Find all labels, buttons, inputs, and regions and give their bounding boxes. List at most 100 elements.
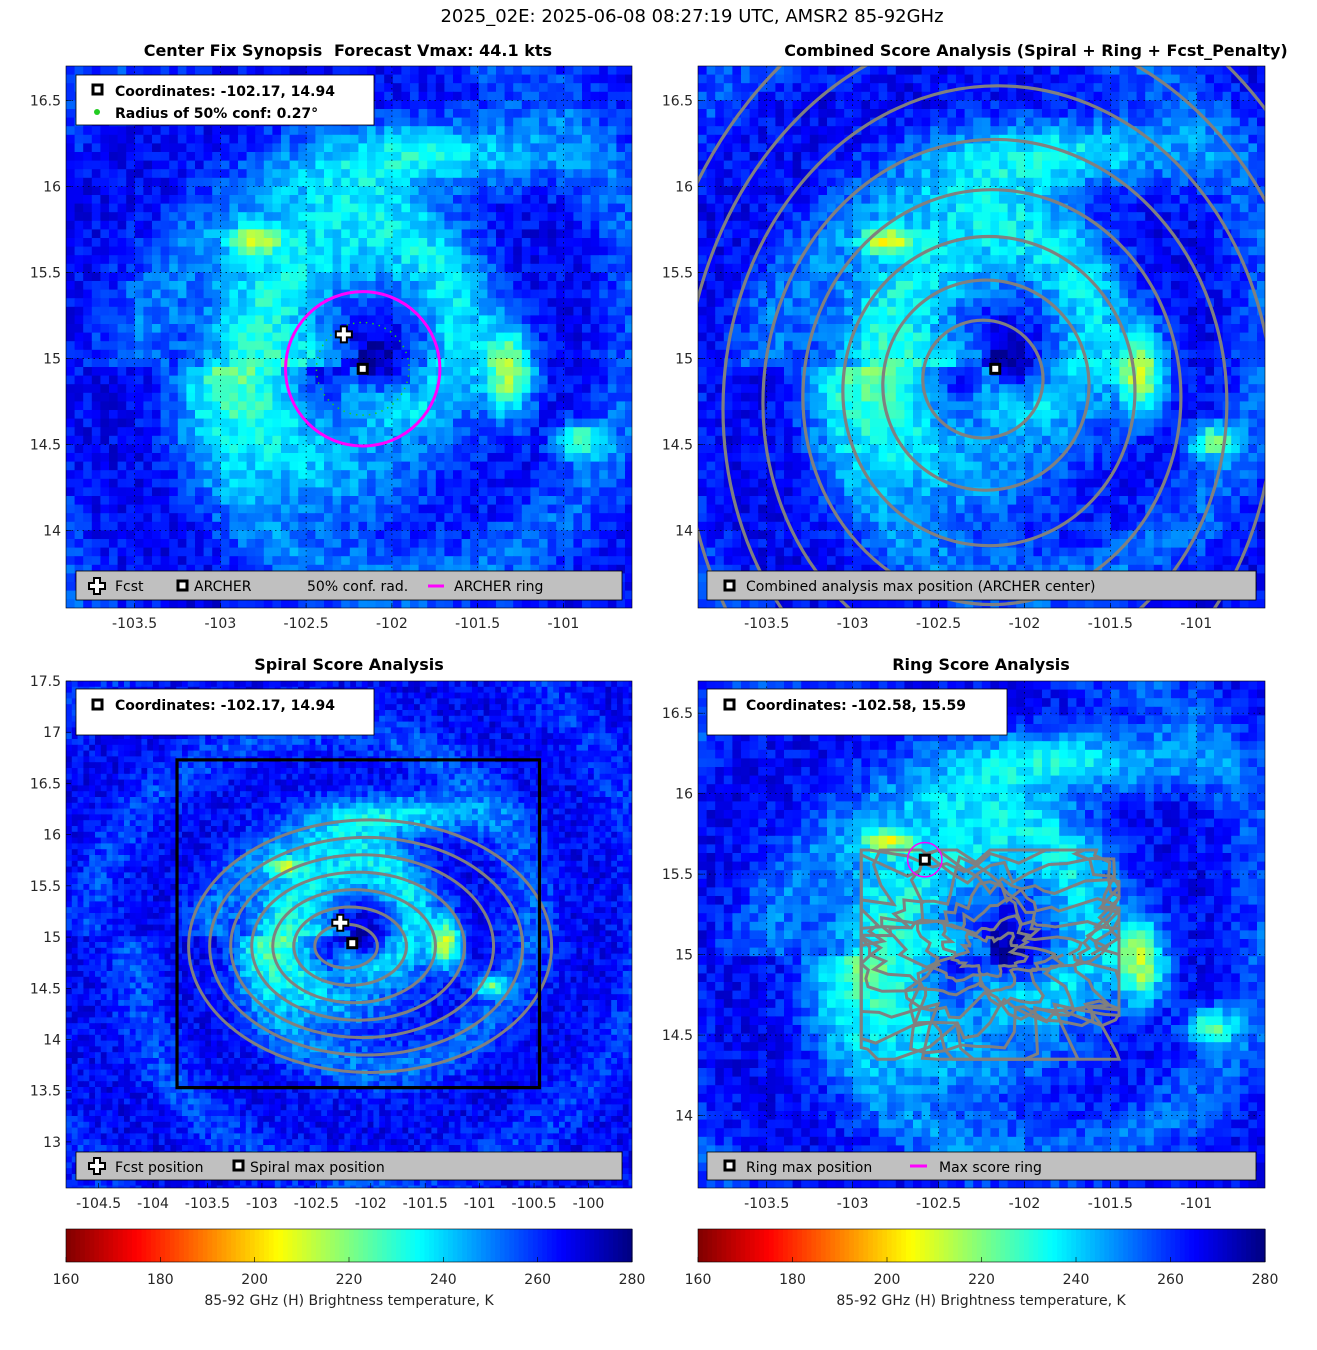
heat-cell [1119,126,1129,136]
heat-cell [177,470,187,480]
heat-cell [143,504,153,514]
heat-cell [444,255,454,265]
heat-cell [539,444,549,454]
heat-cell [427,384,437,394]
heat-cell [74,513,84,523]
heat-cell [83,341,93,351]
heat-cell [332,367,342,377]
heat-cell [212,289,222,299]
heat-cell [1145,66,1155,76]
fcst-marker [334,325,353,344]
heat-cell [117,186,127,196]
heat-cell [263,263,273,273]
heat-cell [83,461,93,471]
heat-cell [341,126,351,136]
heat-cell [272,530,282,540]
heat-cell [496,521,506,531]
heat-cell [263,229,273,239]
heat-cell [186,306,196,316]
heat-cell [590,367,600,377]
heat-cell [289,435,299,445]
heat-cell [887,74,897,84]
heat-cell [177,341,187,351]
heat-cell [392,530,402,540]
heat-cell [358,186,368,196]
heat-cell [384,341,394,351]
heat-cell [195,521,205,531]
heat-cell [607,392,617,402]
synopsis-title: Center Fix Synopsis [144,41,323,60]
heat-cell [263,195,273,205]
heat-cell [195,160,205,170]
heat-cell [83,169,93,179]
heat-cell [238,238,248,248]
heat-cell [220,246,230,256]
heat-cell [616,83,626,93]
heat-cell [375,513,385,523]
heat-cell [513,91,523,101]
heat-cell [453,401,463,411]
heat-cell [766,109,776,119]
heat-cell [384,83,394,93]
heat-cell [229,143,239,153]
heat-cell [332,401,342,411]
heat-cell [384,556,394,566]
heat-cell [530,289,540,299]
heat-cell [349,427,359,437]
heat-cell [461,220,471,230]
heat-cell [470,109,480,119]
heat-cell [938,143,948,153]
heat-cell [212,298,222,308]
heat-cell [109,212,119,222]
heat-cell [203,478,213,488]
heat-cell [306,203,316,213]
combined-title: Combined Score Analysis (Spiral + Ring +… [784,41,1287,60]
heat-cell [547,246,557,256]
heat-cell [66,74,76,84]
heat-cell [1257,109,1265,119]
heat-cell [152,152,162,162]
heat-cell [134,530,144,540]
heat-cell [324,392,334,402]
heat-cell [478,332,488,342]
heat-cell [496,556,506,566]
heat-cell [496,547,506,557]
heat-cell [220,298,230,308]
heat-cell [186,203,196,213]
heat-cell [1007,152,1017,162]
heat-cell [66,134,76,144]
heat-cell [410,384,420,394]
heat-cell [956,134,966,144]
heat-cell [152,530,162,540]
heat-cell [852,109,862,119]
heat-cell [530,117,540,127]
heat-cell [152,401,162,411]
heat-cell [530,91,540,101]
heat-cell [547,298,557,308]
heat-cell [427,607,437,608]
heat-cell [238,186,248,196]
y-tick-label: 16 [43,179,61,195]
heat-cell [590,332,600,342]
heat-cell [453,556,463,566]
heat-cell [332,530,342,540]
heat-cell [698,134,708,144]
heat-cell [160,401,170,411]
heat-cell [461,358,471,368]
heat-cell [539,547,549,557]
heat-cell [186,539,196,549]
heat-cell [263,134,273,144]
heat-cell [392,504,402,514]
heat-cell [341,195,351,205]
x-tick-label: -102.5 [284,616,329,632]
heat-cell [573,195,583,205]
heat-cell [427,66,437,76]
heat-cell [616,109,626,119]
heat-cell [758,126,768,136]
heat-cell [169,306,179,316]
heat-cell [956,143,966,153]
heat-cell [220,410,230,420]
heat-cell [723,74,733,84]
heat-cell [143,392,153,402]
heat-cell [427,238,437,248]
